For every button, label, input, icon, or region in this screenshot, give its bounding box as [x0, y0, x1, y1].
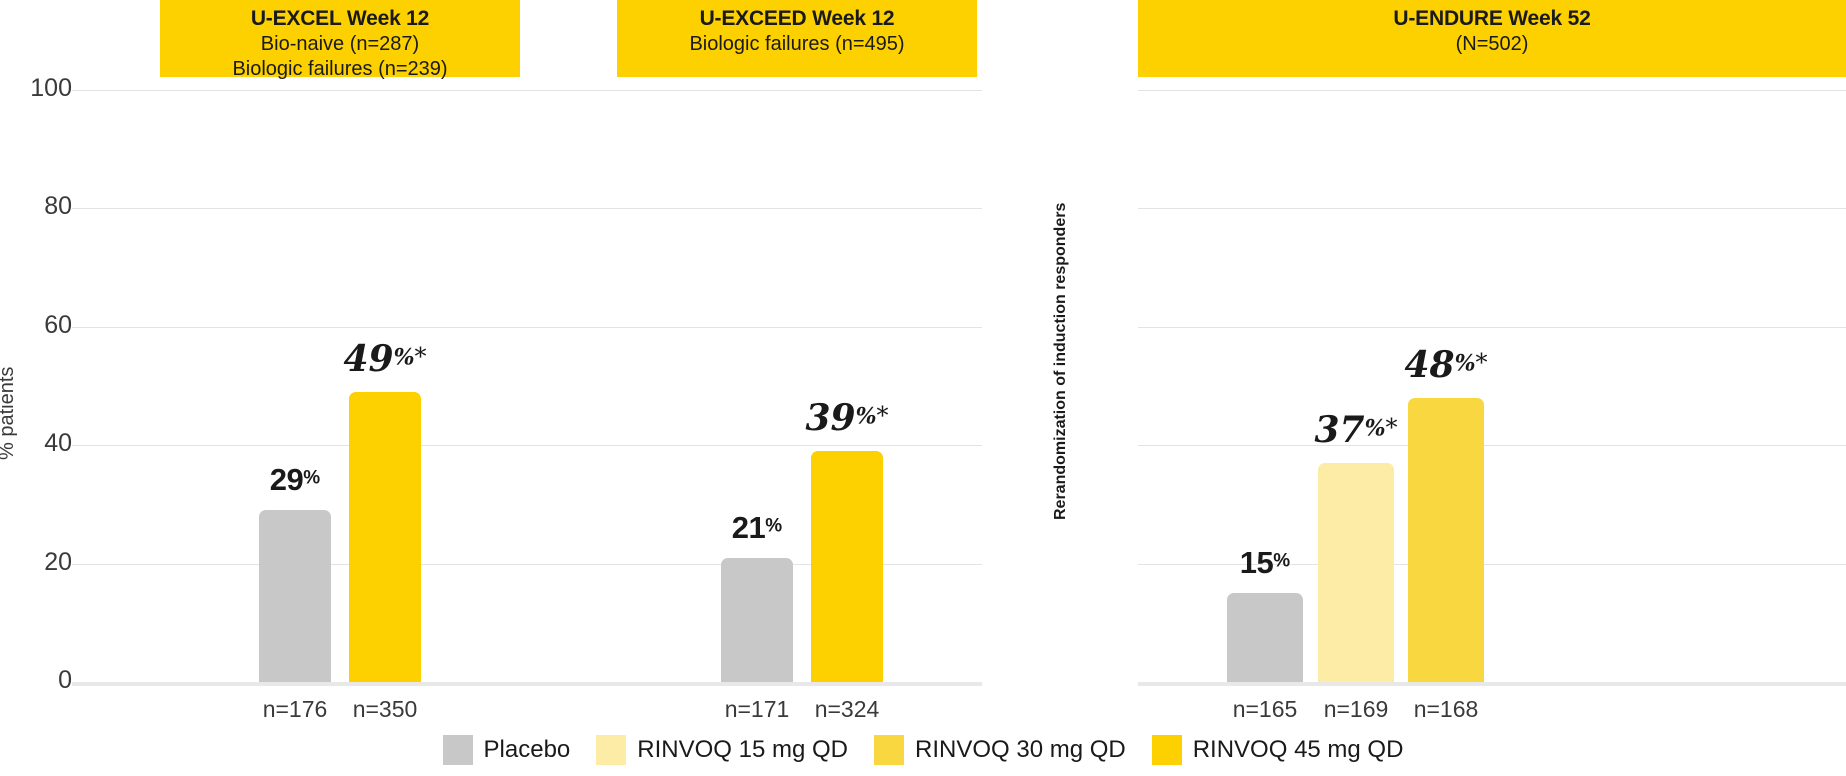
bar-value-number: 39 — [805, 397, 856, 440]
bar-n-label: n=176 — [262, 696, 328, 722]
bar-value-label: 39%* — [757, 397, 937, 439]
bar-u-endure-week-52-rinvoq-15-mg-qd[interactable] — [1318, 462, 1394, 682]
study-header-u-exceed: U-EXCEED Week 12 Biologic failures (n=49… — [617, 0, 977, 77]
bar-value-label: 15% — [1175, 545, 1355, 581]
bar-value-percent-sign: % — [1273, 550, 1291, 572]
gridline-80 — [1138, 208, 1846, 210]
legend-swatch-icon — [1151, 735, 1182, 765]
legend-swatch-icon — [442, 735, 473, 765]
gridline-60 — [1138, 326, 1846, 328]
bar-value-number: 48 — [1404, 343, 1455, 386]
significance-marker: * — [414, 342, 427, 371]
study-header-u-excel: U-EXCEL Week 12 Bio-naive (n=287) Biolog… — [160, 0, 520, 80]
gridline-80 — [72, 208, 982, 210]
bar-value-percent-sign: % — [1454, 350, 1476, 377]
bar-u-excel-week-12-placebo[interactable] — [259, 510, 331, 682]
legend-label: RINVOQ 30 mg QD — [915, 736, 1126, 763]
legend-item[interactable]: RINVOQ 30 mg QD — [874, 735, 1126, 765]
gridline-0 — [1138, 682, 1846, 686]
y-axis-tick-label: 40 — [44, 429, 72, 458]
legend-label: Placebo — [483, 736, 571, 763]
gridline-20 — [72, 563, 982, 565]
legend-item[interactable]: RINVOQ 45 mg QD — [1151, 735, 1404, 765]
chart-legend: Placebo RINVOQ 15 mg QD RINVOQ 30 mg QD RIN… — [0, 735, 1846, 765]
bar-value-number: 29 — [269, 462, 304, 498]
bar-value-number: 37 — [1314, 408, 1365, 451]
bar-n-label: n=169 — [1323, 696, 1389, 722]
study-header-line3: Biologic failures (n=239) — [232, 58, 448, 80]
legend-label: RINVOQ 15 mg QD — [637, 736, 848, 763]
study-header-u-endure: U-ENDURE Week 52 (N=502) — [1138, 0, 1846, 77]
study-header-line2: Bio-naive (n=287) — [260, 33, 420, 55]
bar-value-percent-sign: % — [1364, 415, 1386, 442]
bar-u-endure-week-52-placebo[interactable] — [1227, 593, 1303, 682]
significance-marker: * — [1385, 413, 1398, 442]
bar-n-label: n=168 — [1413, 696, 1479, 722]
bar-value-label: 48%* — [1356, 344, 1536, 386]
bar-value-label: 29% — [205, 462, 385, 498]
rerandomization-note: Rerandomization of induction responders — [1052, 202, 1069, 520]
gridline-40 — [72, 445, 982, 447]
bar-value-percent-sign: % — [303, 467, 321, 489]
y-axis-tick-label: 60 — [44, 310, 72, 339]
gridline-100 — [72, 90, 982, 91]
bar-n-label: n=165 — [1232, 696, 1298, 722]
gridline-20 — [1138, 563, 1846, 565]
significance-marker: * — [1475, 348, 1488, 377]
bar-value-label: 37%* — [1266, 409, 1446, 451]
bar-value-label: 49%* — [295, 338, 475, 380]
chart-plot-area: 29% n=176 49%* n=350 21% n=171 39%* n=324 15% n=1… — [0, 90, 1846, 722]
bar-n-label: n=171 — [724, 696, 790, 722]
legend-swatch-icon — [596, 735, 627, 765]
bar-value-percent-sign: % — [393, 344, 415, 371]
y-axis-tick-label: 100 — [30, 74, 72, 102]
bar-value-percent-sign: % — [855, 403, 877, 430]
bar-n-label: n=324 — [814, 696, 880, 722]
bar-u-endure-week-52-rinvoq-30-mg-qd[interactable] — [1408, 397, 1484, 682]
bar-u-exceed-week-12-placebo[interactable] — [721, 557, 793, 682]
legend-label: RINVOQ 45 mg QD — [1192, 736, 1404, 763]
gridline-60 — [72, 326, 982, 328]
study-header-title: U-EXCEED Week 12 — [699, 7, 895, 30]
gridline-0 — [72, 682, 982, 686]
y-axis-tick-label: 0 — [58, 666, 72, 694]
study-header-line2: Biologic failures (n=495) — [689, 33, 905, 55]
study-header-title: U-ENDURE Week 52 — [1393, 7, 1591, 30]
gridline-100 — [1138, 90, 1846, 91]
bar-n-label: n=350 — [352, 696, 418, 722]
bar-value-number: 15 — [1239, 545, 1274, 581]
bar-value-number: 21 — [731, 509, 766, 545]
y-axis-tick-label: 20 — [44, 547, 72, 576]
bar-value-number: 49 — [343, 337, 394, 380]
study-header-title: U-EXCEL Week 12 — [250, 7, 430, 30]
bar-value-percent-sign: % — [765, 515, 783, 537]
bar-u-excel-week-12-rinvoq-45-mg-qd[interactable] — [349, 391, 421, 682]
bar-value-label: 21% — [667, 510, 847, 546]
significance-marker: * — [876, 401, 889, 430]
study-header-line2: (N=502) — [1455, 33, 1529, 55]
legend-swatch-icon — [874, 735, 904, 765]
legend-item[interactable]: Placebo — [442, 735, 571, 765]
gridline-40 — [1138, 445, 1846, 447]
y-axis-tick-label: 80 — [44, 192, 72, 221]
bar-u-exceed-week-12-rinvoq-45-mg-qd[interactable] — [811, 451, 883, 682]
legend-item[interactable]: RINVOQ 15 mg QD — [596, 735, 848, 765]
